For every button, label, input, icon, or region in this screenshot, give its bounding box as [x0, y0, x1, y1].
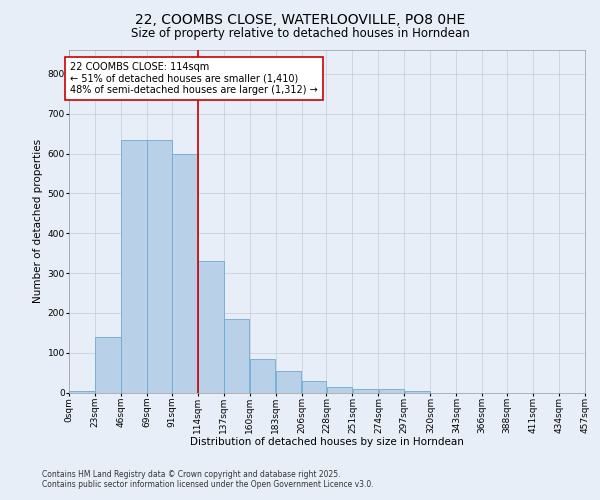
Bar [172, 154, 197, 392]
Bar [224, 319, 250, 392]
Bar [147, 140, 172, 392]
Y-axis label: Number of detached properties: Number of detached properties [34, 139, 43, 304]
Text: 22, COOMBS CLOSE, WATERLOOVILLE, PO8 0HE: 22, COOMBS CLOSE, WATERLOOVILLE, PO8 0HE [135, 12, 465, 26]
Bar [121, 140, 147, 392]
Bar [379, 390, 404, 392]
Bar [404, 390, 430, 392]
Text: 22 COOMBS CLOSE: 114sqm
← 51% of detached houses are smaller (1,410)
48% of semi: 22 COOMBS CLOSE: 114sqm ← 51% of detache… [70, 62, 318, 95]
Bar [326, 386, 352, 392]
Text: Contains HM Land Registry data © Crown copyright and database right 2025.
Contai: Contains HM Land Registry data © Crown c… [42, 470, 374, 489]
Bar [250, 358, 275, 392]
Bar [198, 261, 224, 392]
Bar [95, 336, 121, 392]
Bar [69, 390, 95, 392]
Bar [276, 370, 301, 392]
X-axis label: Distribution of detached houses by size in Horndean: Distribution of detached houses by size … [190, 437, 464, 447]
Text: Size of property relative to detached houses in Horndean: Size of property relative to detached ho… [131, 28, 469, 40]
Bar [353, 390, 378, 392]
Bar [302, 380, 326, 392]
